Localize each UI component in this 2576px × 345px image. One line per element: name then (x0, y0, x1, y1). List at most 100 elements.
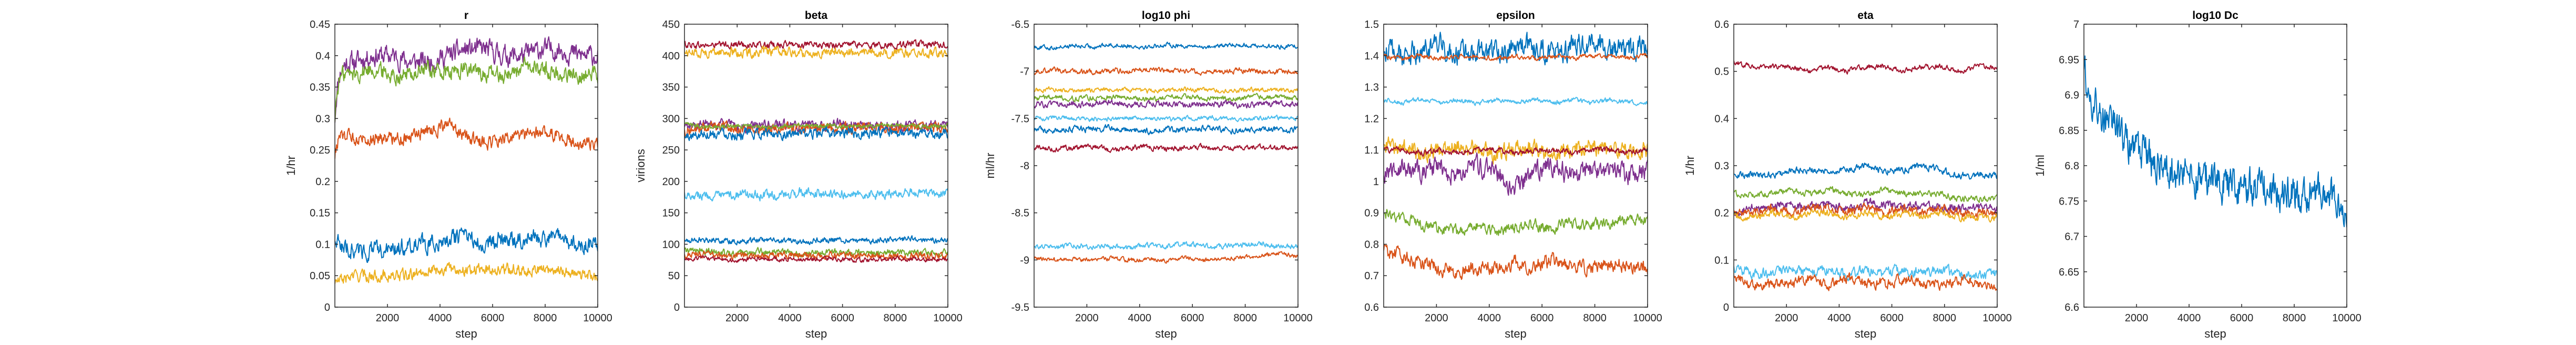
series-group (684, 39, 948, 263)
x-tick-label: 6000 (1530, 312, 1554, 324)
chart-title: beta (805, 9, 828, 22)
x-tick-label: 4000 (2178, 312, 2201, 324)
y-tick-label: 300 (662, 113, 680, 125)
y-tick-label: 250 (662, 145, 680, 156)
y-tick-label: 0.6 (1714, 19, 1729, 31)
y-tick-label: -7 (1020, 66, 1029, 78)
series-line-3 (1034, 86, 1298, 94)
y-tick-label: 1.5 (1364, 19, 1379, 31)
series-group (2084, 55, 2347, 228)
y-tick-label: 100 (662, 239, 680, 250)
y-axis-label: 1/hr (1683, 156, 1696, 176)
chart-title: epsilon (1496, 9, 1535, 22)
y-tick-label: 0.5 (1714, 66, 1729, 78)
chart-panel-3: 2000 4000 6000 8000 10000 -9.5 -9 -8.5 -8 -7.5 -7 -… (984, 9, 1313, 340)
x-tick-label: 10000 (1283, 312, 1313, 324)
y-tick-label: 6.7 (2064, 231, 2079, 243)
chart-panel-2: 2000 4000 6000 8000 10000 0 50 100 150 200 250 300 3… (634, 9, 963, 340)
series-line-5 (684, 126, 948, 141)
series-line-3 (335, 117, 598, 159)
series-line-1 (335, 36, 598, 123)
chart-title: log10 Dc (2192, 9, 2238, 22)
series-group (335, 36, 598, 284)
series-group (1034, 42, 1298, 264)
y-tick-label: 1.2 (1364, 113, 1379, 125)
series-line-9 (684, 247, 948, 259)
series-line-1 (2084, 55, 2347, 228)
y-tick-label: 6.6 (2064, 302, 2079, 313)
series-line-1 (684, 39, 948, 50)
series-line-5 (1734, 202, 1997, 219)
series-line-2 (335, 56, 598, 122)
y-tick-label: -8 (1020, 160, 1029, 172)
y-tick-label: 6.95 (2059, 54, 2079, 66)
series-line-9 (1034, 241, 1298, 250)
x-axis-label: step (805, 327, 827, 340)
x-tick-label: 10000 (2332, 312, 2362, 324)
x-axis-label: step (2204, 327, 2226, 340)
y-tick-label: 0.15 (310, 208, 330, 219)
x-tick-label: 4000 (428, 312, 452, 324)
y-tick-label: 0.1 (1714, 255, 1729, 266)
series-line-3 (1734, 186, 1997, 203)
y-tick-label: 7 (2073, 19, 2079, 31)
y-tick-label: 0.3 (315, 113, 330, 125)
x-tick-label: 4000 (778, 312, 802, 324)
y-tick-label: 1.3 (1364, 82, 1379, 94)
series-line-6 (1734, 208, 1997, 223)
y-tick-label: 0.25 (310, 145, 330, 156)
y-tick-label: 0.3 (1714, 160, 1729, 172)
x-axis-label: step (1505, 327, 1527, 340)
x-tick-label: 8000 (2283, 312, 2306, 324)
x-tick-label: 8000 (1233, 312, 1257, 324)
x-tick-label: 6000 (2230, 312, 2254, 324)
y-tick-label: 0.2 (1714, 208, 1729, 219)
chart-title: r (464, 9, 468, 22)
x-tick-label: 2000 (2125, 312, 2149, 324)
series-line-7 (684, 187, 948, 202)
chart-panel-5: 2000 4000 6000 8000 10000 0 0.1 0.2 0.3 0.4 0.5 0.6… (1683, 9, 2012, 340)
y-tick-label: 0.1 (315, 239, 330, 250)
y-tick-label: 350 (662, 82, 680, 94)
x-tick-label: 4000 (1478, 312, 1501, 324)
y-tick-label: 400 (662, 50, 680, 62)
y-tick-label: 0.6 (1364, 302, 1379, 313)
y-tick-label: 0.45 (310, 19, 330, 31)
y-tick-label: 0.35 (310, 82, 330, 94)
y-tick-label: 0 (1723, 302, 1729, 313)
y-tick-label: 50 (668, 270, 680, 282)
y-tick-label: 1.1 (1364, 145, 1379, 156)
x-tick-label: 2000 (1425, 312, 1448, 324)
chart-title: eta (1857, 9, 1874, 22)
y-tick-label: 450 (662, 19, 680, 31)
y-tick-label: 0.7 (1364, 270, 1379, 282)
chart-panel-6: 2000 4000 6000 8000 10000 6.6 6.65 6.7 6.75 6.8 6.… (2033, 9, 2362, 340)
x-tick-label: 2000 (1075, 312, 1099, 324)
series-line-8 (1034, 143, 1298, 153)
x-tick-label: 10000 (933, 312, 963, 324)
y-axis-label: ml/hr (984, 153, 997, 179)
x-tick-label: 6000 (831, 312, 854, 324)
x-tick-label: 6000 (1181, 312, 1204, 324)
series-line-6 (1034, 114, 1298, 123)
series-line-7 (1734, 263, 1997, 281)
axes-box (684, 24, 948, 308)
series-line-8 (1384, 244, 1648, 280)
series-line-2 (1034, 66, 1298, 76)
y-tick-label: -9.5 (1011, 302, 1029, 313)
series-line-4 (684, 120, 948, 137)
series-group (1384, 32, 1648, 280)
x-tick-label: 8000 (884, 312, 907, 324)
series-line-1 (1034, 42, 1298, 50)
x-tick-label: 2000 (1775, 312, 1798, 324)
series-line-5 (1384, 146, 1648, 157)
y-tick-label: -9 (1020, 255, 1029, 266)
y-tick-label: 6.75 (2059, 196, 2079, 207)
y-axis-label: virions (634, 149, 647, 182)
y-tick-label: 0 (674, 302, 680, 313)
y-axis-label: 1/ml (2033, 155, 2047, 177)
series-line-7 (1034, 124, 1298, 136)
series-line-4 (1734, 197, 1997, 217)
